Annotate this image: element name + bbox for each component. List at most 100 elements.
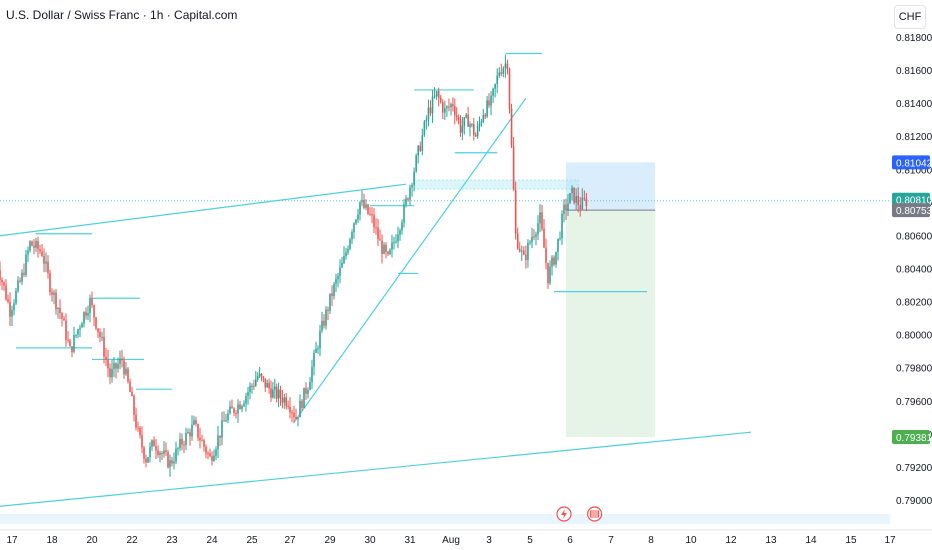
candle-body xyxy=(89,298,91,314)
candle-body xyxy=(518,248,521,252)
candle-body xyxy=(571,187,573,194)
candle-body xyxy=(417,145,419,156)
candle-body xyxy=(111,368,113,378)
target-zone[interactable] xyxy=(566,210,655,437)
candle-body xyxy=(363,200,365,208)
candle-body xyxy=(85,312,87,316)
candle-body xyxy=(274,386,276,390)
candle-body xyxy=(496,75,498,85)
x-tick-label: 20 xyxy=(86,535,98,546)
candle-body xyxy=(81,323,83,328)
candle-body xyxy=(537,223,539,235)
candle-body xyxy=(17,280,19,291)
currency-button[interactable]: CHF xyxy=(894,5,926,29)
candle-body xyxy=(444,108,446,113)
candle-body xyxy=(29,241,31,251)
x-tick-label: 23 xyxy=(166,535,178,546)
supply-zone[interactable] xyxy=(413,179,579,190)
candle-body xyxy=(61,313,63,319)
candle-body xyxy=(249,385,251,393)
candle-body xyxy=(171,460,173,464)
candle-body xyxy=(260,373,263,377)
candle-body xyxy=(195,420,197,424)
candle-body xyxy=(317,348,319,350)
candle-body xyxy=(251,385,253,387)
candle-body xyxy=(512,146,515,190)
x-tick-label: 24 xyxy=(206,535,218,546)
candle-body xyxy=(557,238,559,252)
candle-body xyxy=(425,119,428,122)
candle-body xyxy=(347,248,349,253)
candle-body xyxy=(391,242,393,250)
candle-body xyxy=(113,363,115,369)
candle-body xyxy=(407,198,409,200)
candle-body xyxy=(581,197,584,210)
candle-body xyxy=(359,202,361,215)
candle-body xyxy=(243,403,245,407)
candle-body xyxy=(245,395,247,404)
candle-body xyxy=(83,312,85,324)
candle-body xyxy=(551,257,553,267)
candle-body xyxy=(327,309,329,311)
candle-body xyxy=(285,397,287,406)
candle-body xyxy=(219,435,221,438)
x-tick-label: 17 xyxy=(6,535,18,546)
lightning-icon[interactable] xyxy=(556,506,572,522)
candle-body xyxy=(500,72,503,74)
y-tick-label: 0.79600 xyxy=(896,397,932,408)
candle-body xyxy=(215,449,217,456)
candle-body xyxy=(311,366,313,383)
candle-body xyxy=(299,400,301,418)
candle-body xyxy=(355,219,357,224)
candle-body xyxy=(7,299,9,302)
candle-body xyxy=(433,96,436,98)
candle-body xyxy=(151,440,153,447)
candle-body xyxy=(283,397,286,403)
candle-body xyxy=(47,261,49,274)
candle-body xyxy=(189,432,191,437)
candle-body xyxy=(467,114,469,127)
candle-body xyxy=(343,255,345,263)
candle-body xyxy=(262,376,265,379)
candle-body xyxy=(211,456,213,461)
candle-body xyxy=(225,420,227,422)
trendline[interactable] xyxy=(0,431,752,507)
candle-body xyxy=(155,446,157,451)
x-tick-label: 6 xyxy=(567,535,573,546)
x-tick-label: 7 xyxy=(608,535,614,546)
stop-zone[interactable] xyxy=(566,162,655,211)
candle-body xyxy=(117,364,119,369)
candle-body xyxy=(239,404,241,409)
candle-body xyxy=(463,117,466,127)
trendline[interactable] xyxy=(293,97,527,423)
us-flag-icon[interactable] xyxy=(586,506,603,522)
candle-body xyxy=(264,378,267,388)
candle-body xyxy=(179,438,181,449)
candle-body xyxy=(217,435,219,450)
x-tick-label: 31 xyxy=(404,535,416,546)
candle-body xyxy=(549,266,551,284)
candle-body xyxy=(452,104,454,107)
candle-body xyxy=(307,389,309,394)
candle-body xyxy=(51,292,53,295)
candle-body xyxy=(411,184,413,188)
candle-body xyxy=(337,275,339,280)
candle-body xyxy=(377,227,379,240)
candle-body xyxy=(272,389,274,398)
candle-body xyxy=(431,96,434,114)
candle-body xyxy=(145,458,147,463)
candle-body xyxy=(149,446,151,458)
candle-body xyxy=(521,250,523,252)
candle-body xyxy=(565,204,567,211)
candle-body xyxy=(301,400,303,408)
candle-body xyxy=(147,457,149,463)
candle-body xyxy=(55,292,57,309)
candle-body xyxy=(437,91,440,98)
candle-body xyxy=(514,189,517,234)
candle-body xyxy=(531,236,533,243)
candle-body xyxy=(229,406,231,414)
trendline[interactable] xyxy=(0,183,407,237)
candle-body xyxy=(573,187,575,203)
candle-body xyxy=(405,198,407,205)
